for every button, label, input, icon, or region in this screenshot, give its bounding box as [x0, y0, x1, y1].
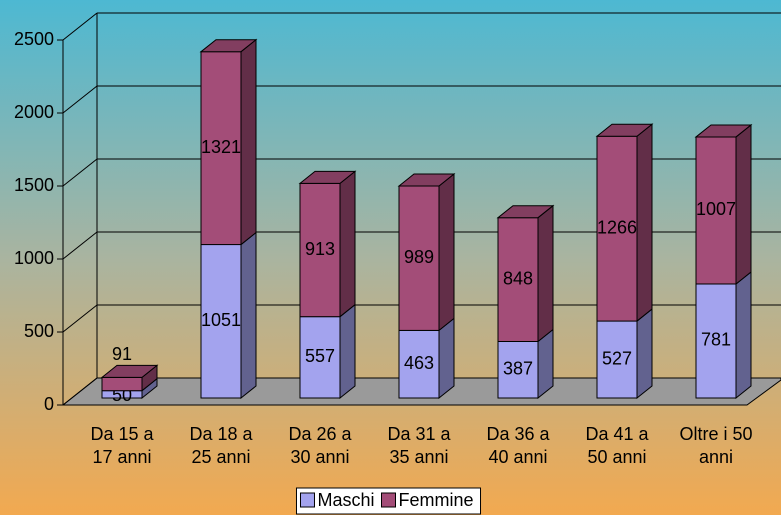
bar-front: [695, 283, 737, 399]
bar-segment: [299, 303, 356, 400]
data-label: 387: [503, 358, 533, 378]
data-label: 1007: [696, 199, 736, 219]
bar-side: [240, 38, 257, 246]
y-tick-label: 1500: [14, 175, 54, 195]
grid-line: [62, 377, 98, 406]
legend: Maschi Femmine: [295, 487, 482, 515]
x-tick-label: Da 18 a 25 anni: [189, 424, 253, 467]
bar-front: [200, 244, 242, 399]
data-label: 989: [404, 247, 434, 267]
legend-label: Maschi: [317, 490, 374, 510]
legend-label: Femmine: [399, 490, 474, 510]
bar-segment: [100, 364, 159, 392]
bar-segment: [695, 270, 752, 400]
bar-side: [537, 204, 554, 343]
legend-swatch: [381, 492, 396, 508]
grid-line: [62, 12, 98, 41]
bar-segment: [199, 38, 258, 246]
bar-top: [694, 124, 753, 138]
bar-side: [438, 317, 455, 400]
bar-segment: [200, 231, 257, 400]
data-label: 1051: [201, 310, 241, 330]
bar-front: [200, 51, 242, 246]
bar-segment: [694, 123, 753, 286]
bar-segment: [397, 172, 456, 332]
x-tick-label: Da 36 a 40 anni: [486, 424, 550, 467]
bar-front: [497, 217, 539, 342]
bar-side: [339, 170, 356, 318]
x-tick-label: Da 26 a 30 anni: [288, 424, 352, 467]
grid-line: [62, 158, 98, 187]
y-tick-label: 500: [24, 321, 54, 341]
data-label: 781: [701, 330, 731, 350]
bar-top: [397, 173, 456, 187]
bar-top: [595, 123, 654, 137]
data-label: 91: [112, 344, 132, 364]
data-label: 848: [503, 268, 533, 288]
grid-line: [62, 304, 98, 333]
bar-segment: [595, 123, 654, 323]
legend-swatch: [299, 492, 315, 508]
bar-front: [695, 136, 737, 285]
x-tick-label: Da 15 a 17 anni: [90, 424, 154, 467]
bar-front: [398, 185, 440, 331]
grid-line: [62, 85, 98, 114]
data-label: 1266: [597, 217, 637, 237]
bar-segment: [496, 204, 555, 343]
bar-front: [101, 376, 143, 392]
bar-top: [199, 39, 258, 53]
bar-top: [496, 205, 555, 219]
data-label: 463: [404, 353, 434, 373]
bar-segment: [398, 317, 455, 400]
data-label: 527: [602, 348, 632, 368]
bar-front: [497, 340, 539, 399]
bar-side: [240, 231, 257, 400]
y-tick-label: 0: [44, 394, 54, 414]
bar-top: [100, 364, 159, 378]
data-label: 913: [305, 239, 335, 259]
bar-side: [735, 270, 752, 400]
bar-segment: [497, 328, 554, 400]
data-label: 557: [305, 346, 335, 366]
bar-side: [636, 123, 653, 323]
x-tick-label: Oltre i 50 anni: [679, 424, 753, 467]
bar-front: [398, 329, 440, 399]
y-tick-label: 2500: [14, 29, 54, 49]
x-tick-label: Da 31 a 35 anni: [387, 424, 451, 467]
data-label: 1321: [201, 137, 241, 157]
bar-front: [299, 182, 341, 318]
y-tick-label: 2000: [14, 102, 54, 122]
bar-side: [438, 172, 455, 332]
grid-line: [62, 231, 98, 260]
bar-top: [298, 170, 357, 184]
x-tick-label: Da 41 a 50 anni: [585, 424, 649, 467]
bar-side: [735, 123, 752, 286]
y-tick-label: 1000: [14, 248, 54, 268]
bar-segment: [298, 170, 357, 318]
bar-side: [636, 308, 653, 400]
bar-side: [339, 303, 356, 400]
